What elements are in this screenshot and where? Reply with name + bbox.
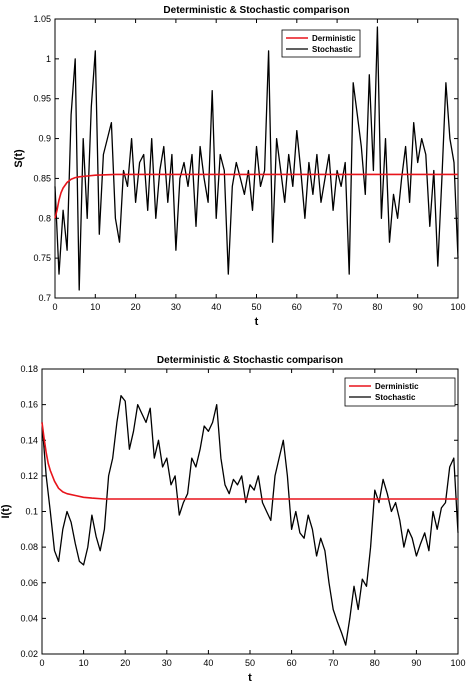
- x-tick-label: 90: [411, 658, 421, 668]
- x-tick-label: 80: [372, 302, 382, 312]
- y-tick-label: 0.75: [33, 253, 51, 263]
- y-tick-label: 0.7: [38, 293, 51, 303]
- legend-label-stochastic: Stochastic: [375, 393, 416, 402]
- x-tick-label: 30: [171, 302, 181, 312]
- series-line-derministic: [41, 422, 458, 500]
- series-line-derministic: [54, 173, 458, 219]
- plot-area: [54, 18, 459, 299]
- x-tick-label: 70: [328, 658, 338, 668]
- y-tick-label: 0.18: [20, 364, 38, 374]
- x-tick-label: 20: [120, 658, 130, 668]
- x-tick-label: 20: [131, 302, 141, 312]
- y-tick-label: 0.9: [38, 134, 51, 144]
- y-tick-label: 0.02: [20, 649, 38, 659]
- x-axis-label: t: [248, 672, 252, 684]
- y-tick-label: 0.95: [33, 94, 51, 104]
- y-tick-label: 0.06: [20, 578, 38, 588]
- y-tick-label: 0.1: [25, 507, 38, 517]
- chart-title: Deterministic & Stochastic comparison: [157, 355, 343, 366]
- x-axis-label: t: [255, 316, 259, 328]
- y-tick-label: 0.14: [20, 435, 38, 445]
- y-axis-label: I(t): [0, 504, 12, 518]
- x-tick-label: 70: [332, 302, 342, 312]
- y-tick-label: 0.85: [33, 173, 51, 183]
- x-tick-label: 10: [90, 302, 100, 312]
- y-tick-label: 0.12: [20, 471, 38, 481]
- legend-label-derministic: Derministic: [375, 382, 419, 391]
- legend-label-derministic: Derministic: [312, 34, 356, 43]
- chart-title: Deterministic & Stochastic comparison: [163, 5, 349, 16]
- y-tick-label: 0.04: [20, 613, 38, 623]
- x-tick-label: 90: [413, 302, 423, 312]
- x-tick-label: 100: [450, 658, 465, 668]
- legend-box: [344, 377, 456, 407]
- x-tick-label: 40: [203, 658, 213, 668]
- x-tick-label: 60: [287, 658, 297, 668]
- y-tick-label: 0.16: [20, 400, 38, 410]
- y-tick-label: 0.08: [20, 542, 38, 552]
- x-tick-label: 40: [211, 302, 221, 312]
- series-line-stochastic: [54, 26, 459, 291]
- x-tick-label: 80: [370, 658, 380, 668]
- x-tick-label: 60: [292, 302, 302, 312]
- plot-area: [41, 368, 459, 655]
- legend-label-stochastic: Stochastic: [312, 45, 353, 54]
- x-tick-label: 100: [450, 302, 465, 312]
- y-axis-label: S(t): [13, 149, 25, 168]
- y-tick-label: 0.8: [38, 213, 51, 223]
- x-tick-label: 30: [162, 658, 172, 668]
- x-tick-label: 50: [251, 302, 261, 312]
- x-tick-label: 0: [39, 658, 44, 668]
- x-tick-label: 10: [79, 658, 89, 668]
- chart-2: 0 10 20 30 40 50 60 70 80 90 100 0.02 0.04 0.06 0.08 0.…: [0, 355, 466, 684]
- chart-1: 0 10 20 30 40 50 60 70 80 90 100 0.7 0.75 0.8 0.85 0.9 0…: [13, 5, 466, 328]
- x-tick-label: 0: [52, 302, 57, 312]
- y-tick-label: 1: [46, 54, 51, 64]
- x-tick-label: 50: [245, 658, 255, 668]
- y-tick-label: 1.05: [33, 14, 51, 24]
- legend-box: [281, 29, 361, 58]
